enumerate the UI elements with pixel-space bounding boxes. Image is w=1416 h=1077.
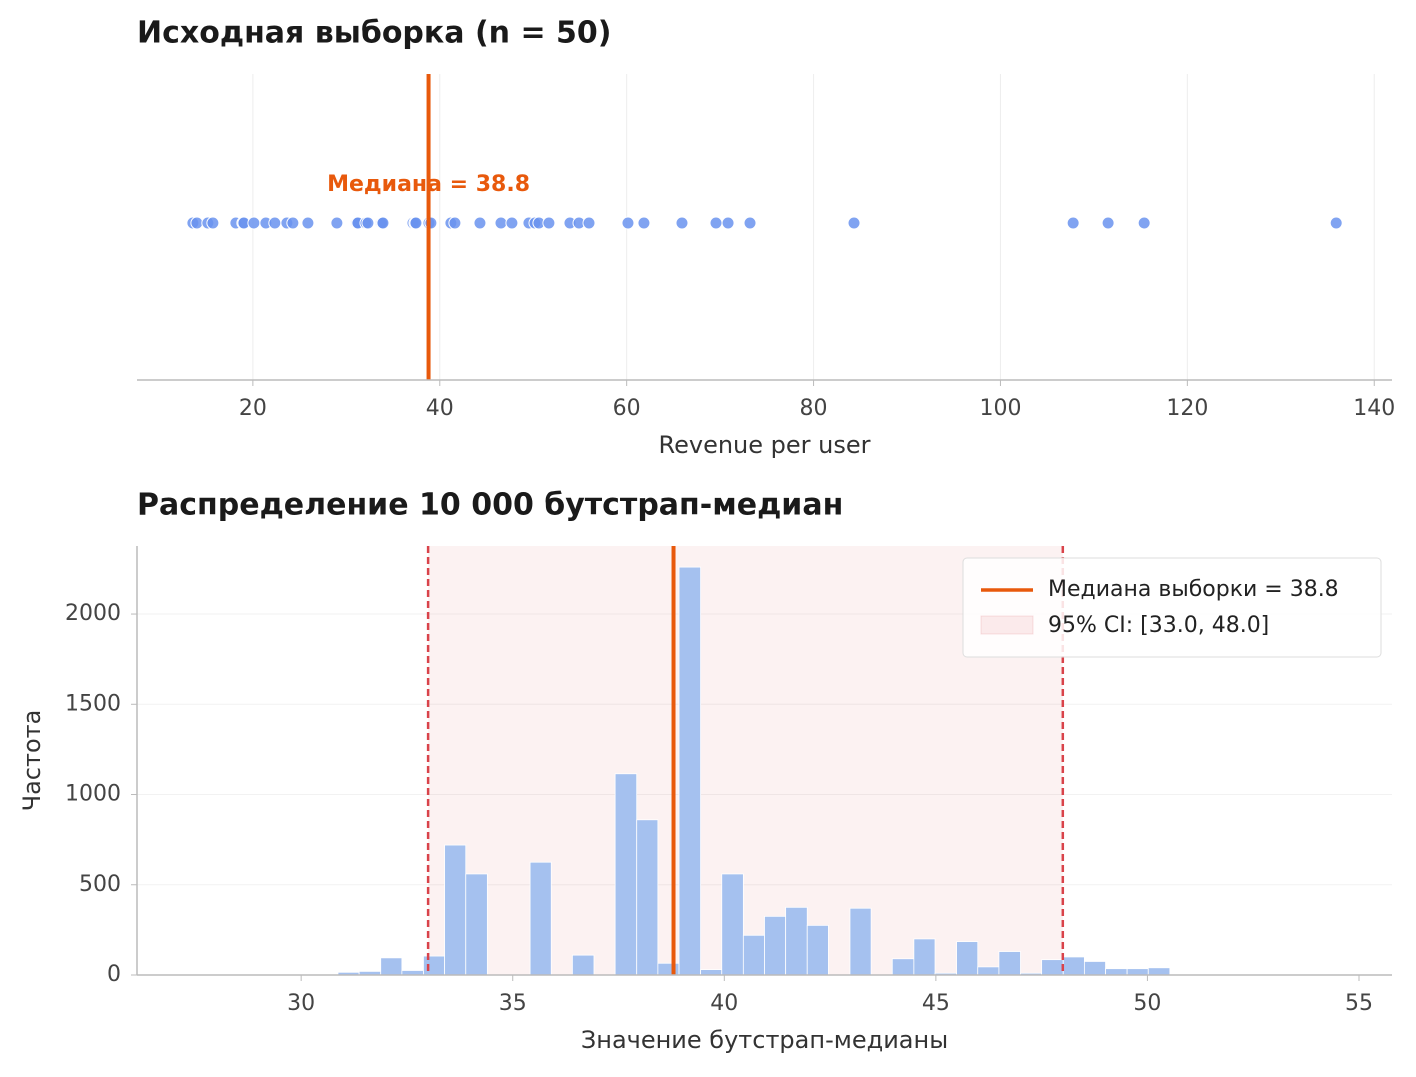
histogram-bar [913,938,936,976]
data-point [721,216,735,230]
histogram-bar [849,907,872,976]
histogram-bar [977,966,1000,976]
data-point [286,216,300,230]
legend: Медиана выборки = 38.8 95% CI: [33.0, 48.… [962,557,1382,658]
x-tick-label: 35 [499,991,527,1016]
data-point [582,216,596,230]
histogram-bar [529,861,552,976]
data-point [675,216,689,230]
data-point [247,216,261,230]
histogram-bar [423,955,446,976]
histogram-bar [721,873,744,976]
data-point [1066,216,1080,230]
histogram-bar [380,957,403,976]
histogram-bar [1083,961,1106,976]
histogram-bar [891,958,915,976]
histogram-bar [1105,968,1128,976]
data-point [409,216,423,230]
x-tick-label: 20 [239,396,267,421]
data-point [542,216,556,230]
data-point [268,216,282,230]
y-tick-label: 0 [107,962,121,987]
data-point [473,216,487,230]
histogram-bar [465,873,488,976]
histogram-bar [678,566,702,976]
data-point [206,216,220,230]
data-point [621,216,635,230]
data-point [505,216,519,230]
x-tick-label: 30 [287,991,315,1016]
y-tick-label: 1500 [65,691,121,716]
data-point [743,216,757,230]
histogram-bar [700,969,723,976]
histogram-bar [1062,956,1085,976]
histogram-bar [1126,968,1149,976]
histogram-bar [956,941,979,976]
histogram-bar [444,844,467,976]
x-tick-label: 120 [1166,396,1208,421]
x-tick-label: 50 [1133,991,1161,1016]
x-tick-label: 45 [922,991,950,1016]
data-point [330,216,344,230]
data-point [361,216,375,230]
x-axis-label: Revenue per user [659,431,871,459]
histogram-bar [742,934,765,976]
histogram-bar [1147,967,1171,976]
data-point [494,216,508,230]
histogram-bar [1041,959,1064,976]
histogram-bar [806,924,829,976]
data-point [376,216,390,230]
legend-label: 95% CI: [33.0, 48.0] [1048,613,1269,638]
data-point [190,216,204,230]
y-tick-label: 1000 [65,782,121,807]
y-axis-label: Частота [18,710,46,812]
chart-title: Распределение 10 000 бутстрап-медиан [137,488,843,523]
x-tick-label: 40 [426,396,454,421]
histogram-bar [998,951,1021,976]
legend-box [962,557,1382,658]
data-point [637,216,651,230]
data-point [448,216,462,230]
x-tick-label: 80 [800,396,828,421]
x-tick-label: 60 [613,396,641,421]
y-tick-label: 500 [79,872,121,897]
data-point [1137,216,1151,230]
data-point [709,216,723,230]
histogram-bar [571,954,595,976]
histogram-bar [614,773,638,976]
histogram-bar [785,906,808,976]
x-axis-label: Значение бутстрап-медианы [581,1026,948,1054]
x-tick-label: 55 [1345,991,1373,1016]
histogram-bar [764,915,787,976]
data-point [301,216,315,230]
x-tick-label: 40 [710,991,738,1016]
legend-swatch-ci [980,615,1034,635]
data-point [847,216,861,230]
histogram-bar [636,819,659,976]
data-point [1329,216,1343,230]
median-annotation: Медиана = 38.8 [327,172,530,197]
legend-label: Медиана выборки = 38.8 [1048,577,1339,602]
x-tick-label: 100 [979,396,1021,421]
histogram-bar [657,962,680,976]
y-tick-label: 2000 [65,601,121,626]
x-tick-label: 140 [1353,396,1395,421]
chart-title: Исходная выборка (n = 50) [137,16,612,51]
data-point [1101,216,1115,230]
